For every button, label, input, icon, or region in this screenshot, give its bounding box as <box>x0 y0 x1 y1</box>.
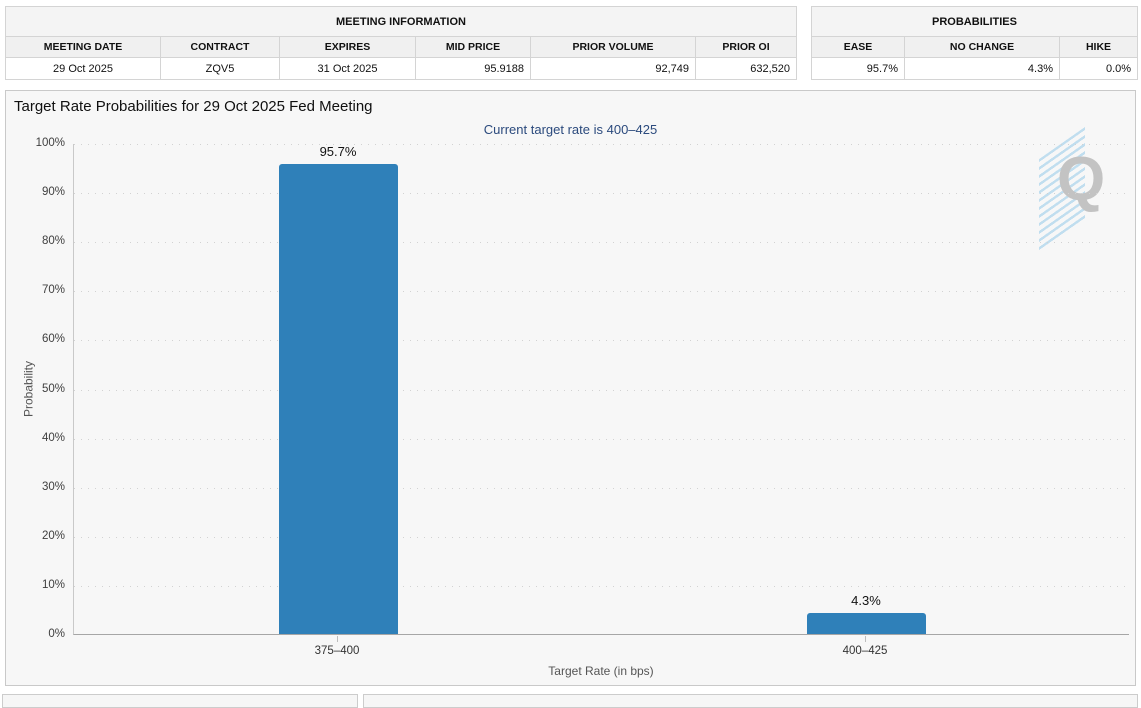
y-gridline <box>74 291 1129 292</box>
col-prior-volume: PRIOR VOLUME <box>530 36 696 58</box>
x-axis-tick <box>337 636 338 642</box>
bar-375–400[interactable] <box>279 164 398 634</box>
col-ease: EASE <box>811 36 905 58</box>
col-hike: HIKE <box>1058 36 1139 58</box>
probabilities-row: 95.7% 4.3% 0.0% <box>811 57 1139 80</box>
col-meeting-date: MEETING DATE <box>5 36 161 58</box>
bottom-panel-left <box>2 694 358 708</box>
y-axis-tick-label: 60% <box>41 333 65 345</box>
y-gridline <box>74 488 1129 489</box>
watermark-q-letter: Q <box>1057 145 1106 214</box>
chart-title: Target Rate Probabilities for 29 Oct 202… <box>14 98 373 115</box>
meeting-information-row: 29 Oct 2025 ZQV5 31 Oct 2025 95.9188 92,… <box>5 57 797 80</box>
meeting-date-value: 29 Oct 2025 <box>5 57 161 80</box>
y-axis-tick-label: 100% <box>35 137 65 149</box>
col-no-change: NO CHANGE <box>904 36 1060 58</box>
y-gridline <box>74 586 1129 587</box>
meeting-information-title: MEETING INFORMATION <box>5 6 797 37</box>
x-axis-title: Target Rate (in bps) <box>548 664 654 678</box>
plot-area: 95.7% 4.3% <box>73 144 1129 635</box>
x-axis-category-label: 375–400 <box>314 645 360 657</box>
contract-value: ZQV5 <box>160 57 280 80</box>
fed-meeting-chart-panel: Target Rate Probabilities for 29 Oct 202… <box>5 90 1136 686</box>
meeting-information-table: MEETING INFORMATION MEETING DATE CONTRAC… <box>5 6 797 80</box>
y-gridline <box>74 340 1129 341</box>
col-contract: CONTRACT <box>160 36 280 58</box>
quikstrike-watermark: Q <box>1039 126 1115 254</box>
hike-value: 0.0% <box>1058 57 1139 80</box>
mid-price-value: 95.9188 <box>415 57 531 80</box>
x-axis-category-label: 400–425 <box>842 645 888 657</box>
chart-context-menu-icon[interactable] <box>1102 102 1122 118</box>
no-change-value: 4.3% <box>904 57 1060 80</box>
summary-tables: MEETING INFORMATION MEETING DATE CONTRAC… <box>5 6 1141 80</box>
probabilities-title: PROBABILITIES <box>810 6 1139 37</box>
y-axis-tick-label: 90% <box>41 186 65 198</box>
y-axis-tick-label: 30% <box>41 481 65 493</box>
y-axis-tick-label: 40% <box>41 432 65 444</box>
y-gridline <box>74 193 1129 194</box>
col-expires: EXPIRES <box>279 36 416 58</box>
y-gridline <box>74 390 1129 391</box>
y-axis-tick-label: 80% <box>41 235 65 247</box>
expires-value: 31 Oct 2025 <box>279 57 416 80</box>
prior-volume-value: 92,749 <box>530 57 696 80</box>
y-gridline <box>74 144 1129 145</box>
probabilities-table: PROBABILITIES EASE NO CHANGE HIKE 95.7% … <box>810 6 1139 80</box>
probabilities-header-row: EASE NO CHANGE HIKE <box>811 36 1139 58</box>
chart-subtitle: Current target rate is 400–425 <box>483 122 658 137</box>
y-axis-tick-label: 50% <box>41 383 65 395</box>
bottom-panel-right <box>363 694 1138 708</box>
y-gridline <box>74 439 1129 440</box>
meeting-information-header-row: MEETING DATE CONTRACT EXPIRES MID PRICE … <box>5 36 797 58</box>
ease-value: 95.7% <box>811 57 905 80</box>
y-gridline <box>74 242 1129 243</box>
y-gridline <box>74 537 1129 538</box>
x-axis-tick <box>865 636 866 642</box>
bar-value-label: 4.3% <box>851 593 881 608</box>
prior-oi-value: 632,520 <box>695 57 797 80</box>
bar-value-label: 95.7% <box>319 144 357 159</box>
y-axis-tick-label: 10% <box>41 579 65 591</box>
col-prior-oi: PRIOR OI <box>695 36 797 58</box>
col-mid-price: MID PRICE <box>415 36 531 58</box>
y-axis-tick-label: 0% <box>48 628 65 640</box>
y-axis-tick-label: 70% <box>41 284 65 296</box>
bar-400–425[interactable] <box>807 613 926 634</box>
y-axis-tick-label: 20% <box>41 530 65 542</box>
